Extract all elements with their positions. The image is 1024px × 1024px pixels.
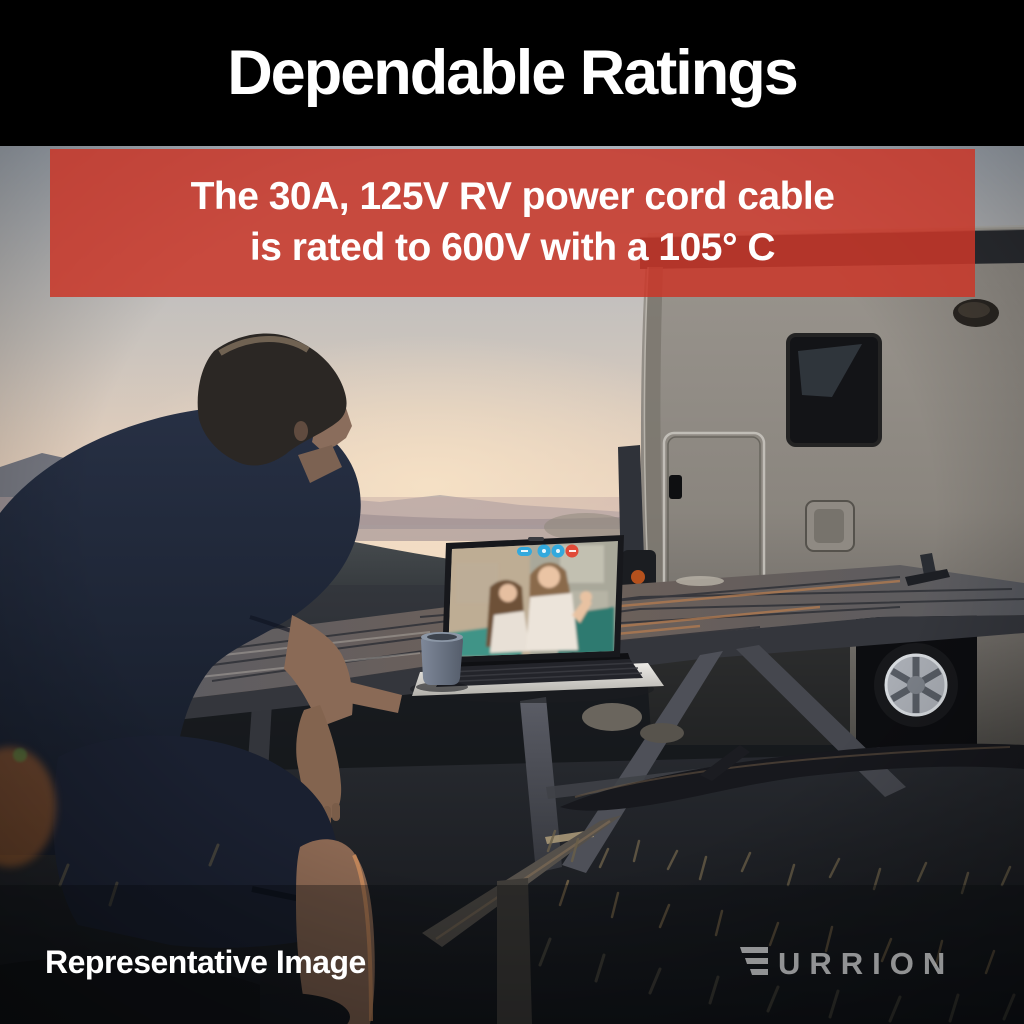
header-band: Dependable Ratings — [0, 0, 1024, 146]
furrion-wordmark-tail: URRION — [778, 946, 954, 978]
banner-line1: The 30A, 125V RV power cord cable — [190, 175, 835, 219]
representative-image-label: Representative Image — [45, 944, 366, 980]
ratings-banner: The 30A, 125V RV power cord cable is rat… — [50, 149, 975, 297]
furrion-f-glyph — [740, 947, 768, 975]
furrion-logo: URRION — [740, 946, 954, 978]
page-title: Dependable Ratings — [227, 38, 799, 108]
banner-line2: is rated to 600V with a 105° C — [249, 226, 776, 269]
